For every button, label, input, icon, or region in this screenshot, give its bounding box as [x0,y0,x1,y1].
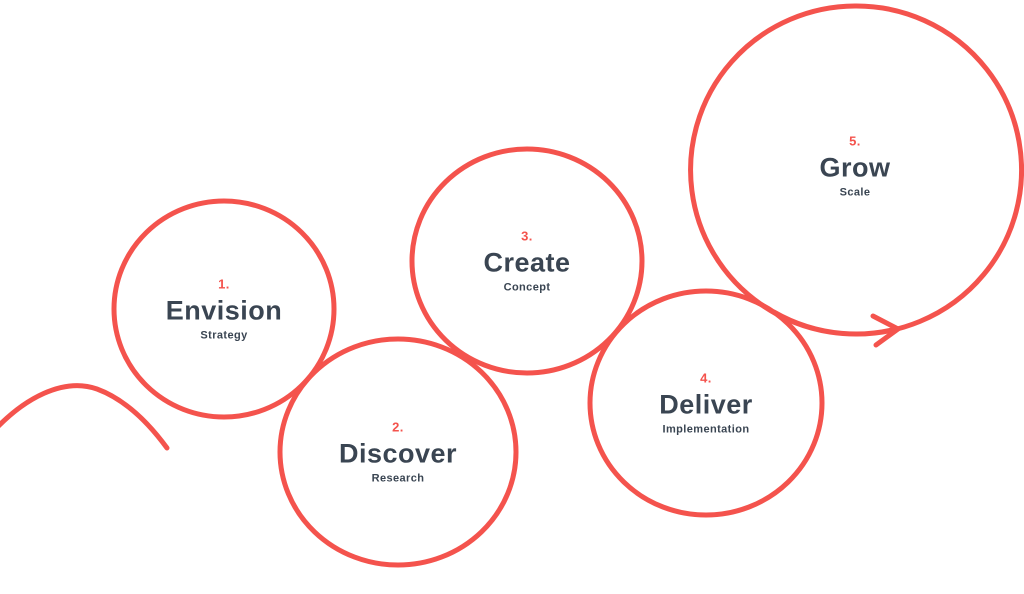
loop-create [409,146,645,376]
flow-start-swash [0,383,170,451]
loop-discover [277,336,519,568]
arrow-right-icon [870,313,901,348]
loop-grow [688,3,1024,337]
loop-envision [111,198,337,420]
loop-deliver [587,288,825,518]
